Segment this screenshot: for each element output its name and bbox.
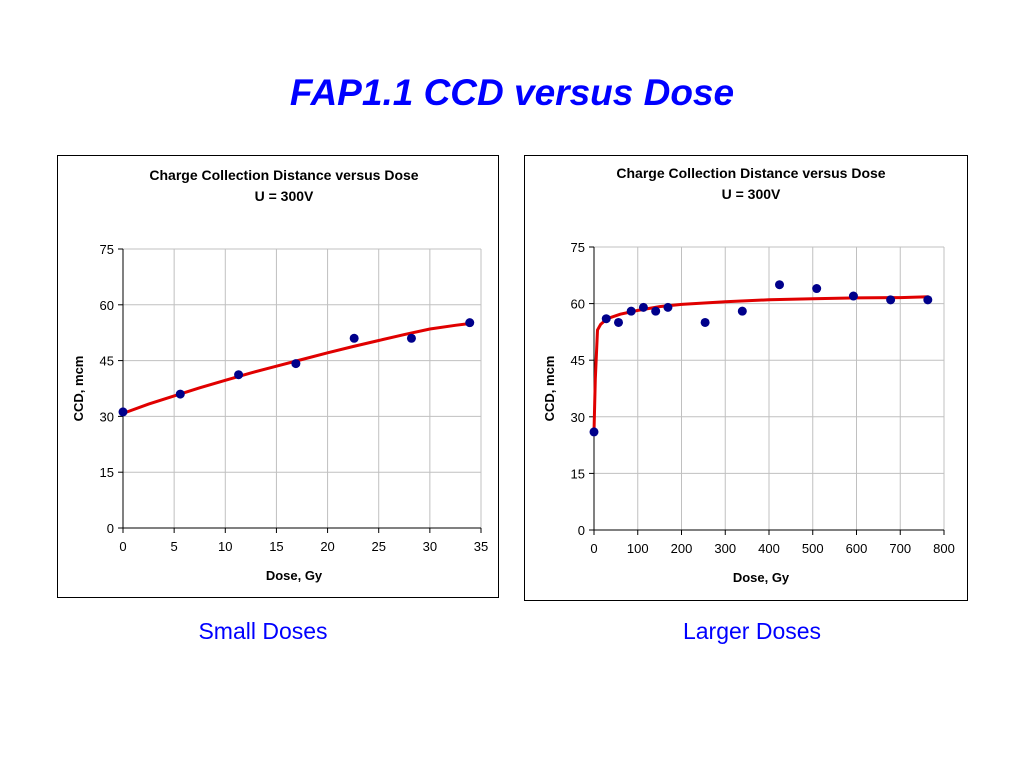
data-point [234, 370, 244, 380]
x-tick-label: 25 [371, 539, 385, 554]
x-tick-label: 30 [423, 539, 437, 554]
x-tick-label: 0 [119, 539, 126, 554]
y-tick-label: 15 [100, 465, 114, 480]
chart-panel-small-doses: Charge Collection Distance versus Dose U … [57, 155, 499, 598]
y-tick-label: 30 [571, 410, 585, 425]
chart-subtitle: U = 300V [722, 186, 781, 202]
x-tick-label: 5 [171, 539, 178, 554]
x-tick-label: 300 [714, 541, 736, 556]
data-point [651, 306, 661, 316]
data-point [291, 359, 301, 369]
chart-subtitle: U = 300V [255, 188, 314, 204]
y-tick-label: 60 [571, 297, 585, 312]
caption-larger-doses: Larger Doses [682, 618, 822, 644]
data-point [589, 427, 599, 437]
data-point [614, 317, 623, 327]
data-point [812, 284, 822, 294]
slide-title: FAP1.1 CCD versus Dose [289, 72, 735, 113]
data-point [886, 295, 896, 305]
data-point [638, 302, 648, 312]
data-point [175, 389, 185, 399]
data-point [848, 291, 858, 301]
y-tick-label: 75 [571, 240, 585, 255]
data-point [601, 314, 611, 324]
chart-larger-doses: Charge Collection Distance versus Dose U … [542, 165, 955, 585]
y-axis-label: CCD, mcm [542, 356, 557, 422]
y-tick-label: 15 [571, 466, 585, 481]
x-tick-label: 100 [627, 541, 649, 556]
x-tick-label: 700 [889, 541, 911, 556]
y-tick-label: 60 [100, 298, 114, 313]
data-point [626, 306, 636, 316]
data-point [737, 306, 747, 316]
data-point [465, 318, 475, 328]
data-point [700, 317, 710, 327]
y-tick-label: 45 [571, 353, 585, 368]
y-tick-label: 0 [107, 521, 114, 536]
x-tick-label: 200 [671, 541, 693, 556]
fit-line [592, 295, 929, 432]
fit-line [122, 321, 471, 415]
y-axis-label: CCD, mcm [71, 356, 86, 422]
data-point [349, 333, 359, 343]
x-tick-label: 15 [269, 539, 283, 554]
chart-title: Charge Collection Distance versus Dose [149, 167, 418, 183]
data-point [775, 280, 784, 290]
y-tick-label: 45 [100, 354, 114, 369]
data-point [406, 333, 416, 343]
x-tick-label: 20 [320, 539, 334, 554]
caption-small-doses: Small Doses [198, 618, 328, 644]
x-tick-label: 400 [758, 541, 780, 556]
y-tick-label: 0 [578, 523, 585, 538]
x-axis-label: Dose, Gy [733, 570, 790, 585]
x-tick-label: 500 [802, 541, 824, 556]
y-tick-label: 75 [100, 242, 114, 257]
y-tick-label: 30 [100, 409, 114, 424]
chart-panel-larger-doses: Charge Collection Distance versus Dose U … [524, 155, 968, 601]
x-tick-label: 800 [933, 541, 955, 556]
chart-title: Charge Collection Distance versus Dose [616, 165, 885, 181]
x-axis-label: Dose, Gy [266, 568, 323, 583]
x-tick-label: 10 [218, 539, 232, 554]
data-point [118, 407, 128, 417]
data-point [663, 302, 673, 312]
chart-small-doses: Charge Collection Distance versus Dose U … [71, 167, 488, 583]
x-tick-label: 0 [590, 541, 597, 556]
data-point [923, 295, 933, 305]
x-tick-label: 600 [846, 541, 868, 556]
x-tick-label: 35 [474, 539, 488, 554]
